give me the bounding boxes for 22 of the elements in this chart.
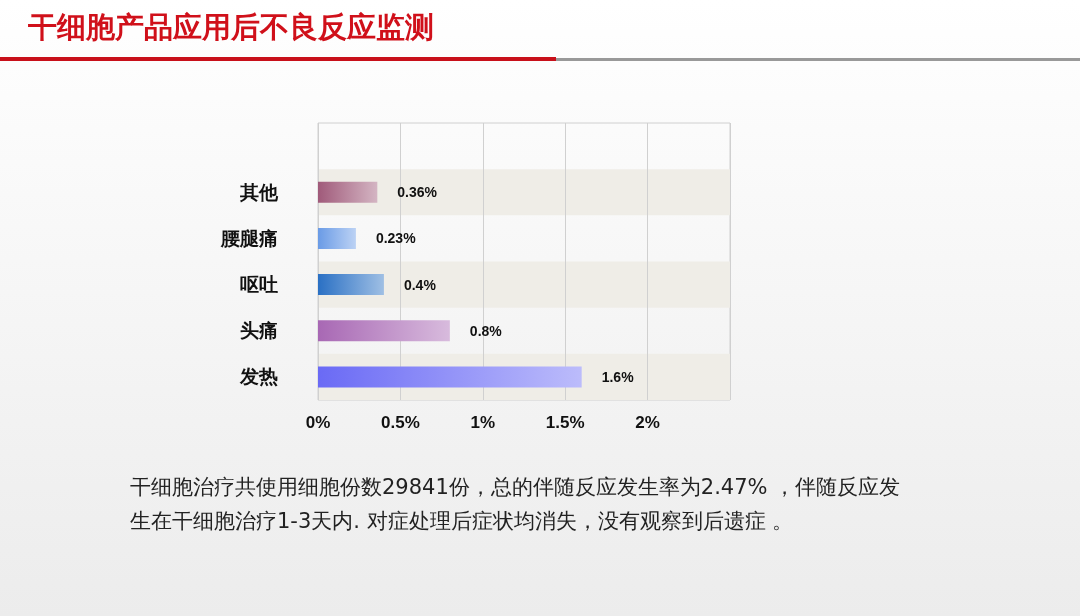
chart-title: 干细胞产品应用后不良反应监测 <box>28 9 434 46</box>
x-tick-label: 2% <box>635 413 660 432</box>
data-label: 0.4% <box>403 276 437 293</box>
bar <box>318 227 356 249</box>
data-label: 1.6% <box>601 368 635 385</box>
bar <box>318 320 450 342</box>
y-tick-label: 发热 <box>239 366 278 388</box>
y-tick-label: 头痛 <box>240 320 278 342</box>
bar <box>318 274 384 296</box>
text: 干细胞治疗共使用细胞份数29841份，总的伴随反应发生率为2.47% ，伴随反应发生在干细胞治疗1-3天内. 对症处理后症状均消失，没有观察到后遗症 。 <box>130 474 902 535</box>
y-tick-label: 其他 <box>239 181 279 203</box>
data-label: 0.23% <box>375 230 417 247</box>
data-label: 0.8% <box>469 322 503 339</box>
x-tick-label: 1.5% <box>545 413 585 432</box>
bar <box>318 181 378 203</box>
y-tick-label: 呕吐 <box>240 274 278 296</box>
x-tick-label: 0.5% <box>381 413 420 432</box>
x-tick-label: 1% <box>470 413 496 432</box>
data-label: 0.36% <box>397 184 438 201</box>
y-tick-label: 腰腿痛 <box>220 227 278 249</box>
x-tick-label: 0% <box>305 413 331 432</box>
bar <box>318 366 582 388</box>
